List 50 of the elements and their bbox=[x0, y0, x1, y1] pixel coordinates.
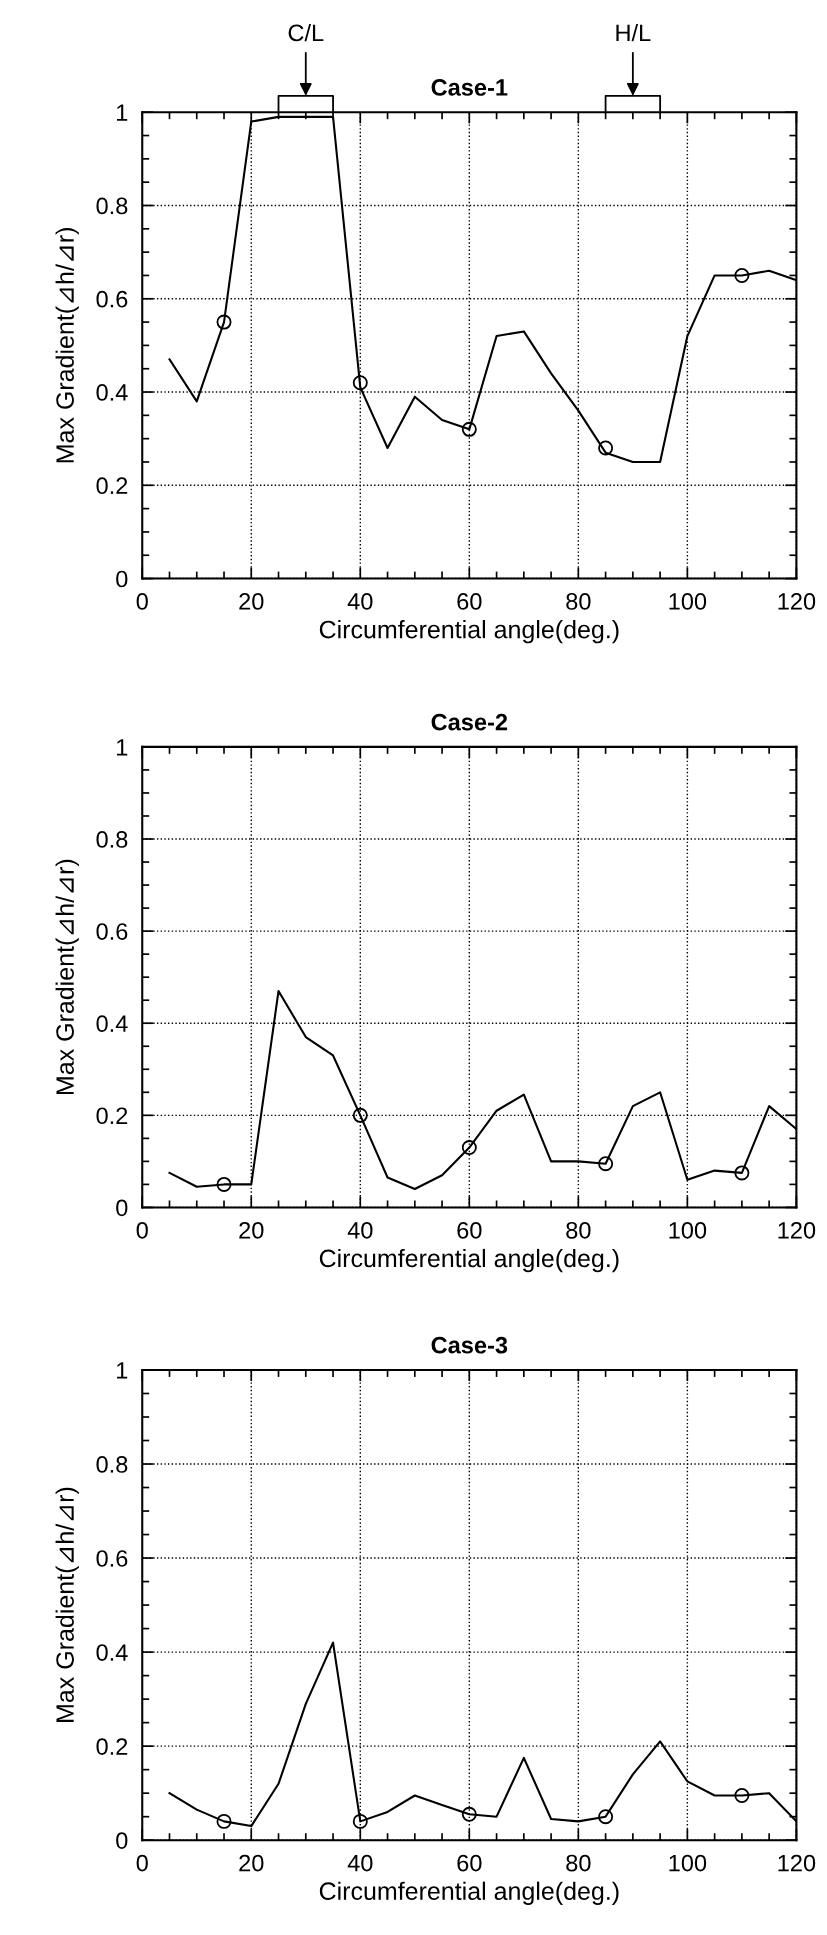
y-axis-title: Max Gradient(⊿h/⊿r) bbox=[55, 859, 79, 1095]
chart-title: Case-1 bbox=[431, 79, 508, 96]
y-tick-label: 0 bbox=[116, 570, 128, 588]
x-axis-title: Circumferential angle(deg.) bbox=[319, 1881, 619, 1905]
x-tick-label: 100 bbox=[669, 1221, 707, 1239]
y-tick-label: 0.2 bbox=[96, 1738, 128, 1755]
y-tick-label: 0.2 bbox=[96, 1107, 128, 1125]
x-tick-label: 0 bbox=[136, 1221, 148, 1239]
y-tick-label: 0.6 bbox=[96, 923, 128, 940]
x-tick-label: 40 bbox=[347, 593, 373, 610]
text: C/L bbox=[288, 23, 324, 42]
x-tick-label: 40 bbox=[347, 1854, 373, 1872]
chart-title: Case-2 bbox=[431, 713, 508, 731]
x-tick-label: 60 bbox=[457, 1854, 482, 1872]
y-tick-label: 1 bbox=[117, 104, 128, 121]
y-tick-label: 0.8 bbox=[96, 197, 128, 215]
x-tick-label: 20 bbox=[239, 1221, 264, 1239]
y-tick-label: 0.4 bbox=[96, 1644, 128, 1661]
y-tick-label: 1 bbox=[117, 739, 128, 756]
y-tick-label: 0 bbox=[116, 1832, 128, 1849]
x-tick-label: 80 bbox=[566, 593, 591, 610]
x-tick-label: 20 bbox=[239, 593, 264, 610]
x-axis-title: Circumferential angle(deg.) bbox=[319, 620, 619, 644]
y-tick-label: 0.4 bbox=[96, 1015, 128, 1033]
x-tick-label: 120 bbox=[778, 1221, 816, 1239]
x-axis-title: Circumferential angle(deg.) bbox=[319, 1248, 619, 1273]
x-tick-label: 60 bbox=[457, 593, 482, 610]
x-tick-label: 80 bbox=[566, 1854, 591, 1872]
x-tick-label: 120 bbox=[778, 1854, 816, 1872]
y-tick-label: 0 bbox=[116, 1199, 128, 1217]
x-tick-label: 80 bbox=[566, 1221, 591, 1239]
y-tick-label: 0.2 bbox=[96, 477, 128, 495]
chart-title: Case-3 bbox=[431, 1336, 508, 1354]
x-tick-label: 60 bbox=[457, 1221, 482, 1239]
x-tick-label: 20 bbox=[239, 1854, 264, 1872]
y-axis-title: Max Gradient(⊿h/⊿r) bbox=[55, 1487, 79, 1722]
y-tick-label: 0.4 bbox=[96, 384, 128, 401]
x-tick-label: 100 bbox=[669, 593, 707, 610]
y-tick-label: 0.8 bbox=[96, 1456, 128, 1473]
x-tick-label: 0 bbox=[136, 1854, 148, 1872]
x-tick-label: 120 bbox=[778, 593, 816, 610]
y-tick-label: 1 bbox=[117, 1362, 128, 1379]
y-tick-label: 0.6 bbox=[96, 1550, 128, 1567]
x-tick-label: 0 bbox=[136, 593, 148, 610]
text: H/L bbox=[616, 23, 651, 42]
x-tick-label: 40 bbox=[347, 1221, 373, 1239]
y-tick-label: 0.6 bbox=[96, 290, 128, 308]
y-axis-title: Max Gradient(⊿h/⊿r) bbox=[55, 228, 79, 463]
y-tick-label: 0.8 bbox=[96, 831, 128, 848]
x-tick-label: 100 bbox=[669, 1854, 707, 1872]
